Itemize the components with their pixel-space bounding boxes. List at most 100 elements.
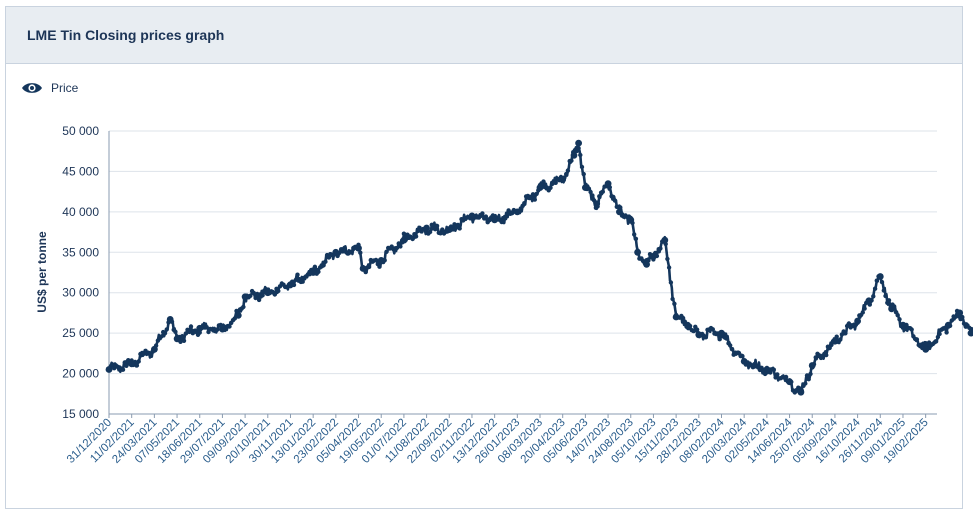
price-point[interactable]	[366, 264, 372, 270]
legend-item-price[interactable]: Price	[21, 81, 78, 95]
price-point[interactable]	[173, 329, 178, 334]
price-point[interactable]	[612, 198, 618, 203]
price-point[interactable]	[151, 345, 158, 353]
price-point[interactable]	[110, 362, 115, 367]
price-point[interactable]	[803, 381, 808, 386]
price-point[interactable]	[321, 263, 326, 268]
price-point[interactable]	[340, 249, 345, 254]
price-point[interactable]	[633, 236, 639, 241]
price-point[interactable]	[166, 316, 174, 323]
price-point[interactable]	[960, 314, 965, 320]
price-point[interactable]	[394, 245, 400, 251]
price-point[interactable]	[937, 331, 942, 337]
price-point[interactable]	[570, 151, 578, 159]
price-point[interactable]	[775, 372, 780, 377]
price-point[interactable]	[763, 366, 771, 373]
price-point[interactable]	[183, 331, 188, 336]
price-point[interactable]	[808, 371, 813, 377]
price-point[interactable]	[513, 208, 521, 216]
price-point[interactable]	[597, 194, 602, 199]
price-point[interactable]	[618, 205, 623, 210]
price-point[interactable]	[575, 139, 582, 147]
price-point[interactable]	[162, 331, 168, 336]
price-point[interactable]	[565, 168, 571, 173]
price-point[interactable]	[401, 231, 407, 236]
price-point[interactable]	[886, 298, 892, 303]
price-point[interactable]	[588, 189, 593, 195]
price-point[interactable]	[718, 329, 725, 337]
price-point[interactable]	[881, 288, 886, 293]
price-point[interactable]	[410, 236, 415, 242]
price-point[interactable]	[740, 358, 748, 365]
price-point[interactable]	[445, 226, 453, 234]
price-point[interactable]	[860, 310, 865, 315]
price-point[interactable]	[260, 293, 265, 298]
price-point[interactable]	[326, 255, 332, 260]
price-point[interactable]	[922, 345, 930, 353]
price-point[interactable]	[579, 164, 585, 170]
price-point[interactable]	[813, 355, 818, 360]
price-point[interactable]	[668, 280, 674, 285]
price-point[interactable]	[234, 312, 242, 319]
price-point[interactable]	[914, 337, 920, 342]
price-point[interactable]	[808, 362, 816, 369]
price-point[interactable]	[672, 313, 680, 321]
price-point[interactable]	[173, 335, 181, 343]
price-point[interactable]	[661, 236, 669, 244]
price-point[interactable]	[871, 294, 876, 299]
price-point[interactable]	[834, 334, 839, 339]
price-point[interactable]	[895, 313, 900, 318]
price-point[interactable]	[204, 325, 209, 330]
price-point[interactable]	[400, 236, 408, 244]
price-point[interactable]	[427, 229, 433, 235]
price-point[interactable]	[491, 216, 498, 224]
price-point[interactable]	[122, 360, 127, 365]
price-point[interactable]	[483, 214, 489, 219]
price-point[interactable]	[786, 378, 793, 386]
price-point[interactable]	[316, 269, 321, 274]
price-point[interactable]	[581, 171, 586, 177]
price-point[interactable]	[355, 244, 362, 252]
price-point[interactable]	[126, 358, 131, 363]
price-point[interactable]	[219, 325, 226, 333]
price-point[interactable]	[604, 180, 612, 188]
price-point[interactable]	[502, 214, 508, 219]
price-point[interactable]	[227, 324, 232, 329]
price-point[interactable]	[576, 146, 581, 151]
price-point[interactable]	[373, 257, 379, 263]
price-point[interactable]	[215, 327, 220, 332]
price-point[interactable]	[530, 192, 536, 197]
price-point[interactable]	[888, 305, 895, 313]
price-point[interactable]	[703, 335, 708, 340]
price-point[interactable]	[196, 324, 204, 332]
price-point[interactable]	[724, 336, 729, 341]
price-point[interactable]	[729, 347, 735, 352]
price-point[interactable]	[797, 388, 805, 396]
price-point[interactable]	[358, 250, 363, 255]
price-point[interactable]	[590, 193, 595, 198]
price-point[interactable]	[831, 337, 839, 345]
price-point[interactable]	[691, 328, 696, 334]
price-point[interactable]	[876, 273, 884, 280]
price-point[interactable]	[256, 297, 262, 303]
price-point[interactable]	[155, 338, 161, 343]
price-point[interactable]	[452, 222, 457, 227]
price-point[interactable]	[627, 216, 635, 224]
price-point[interactable]	[854, 317, 861, 325]
price-point[interactable]	[440, 227, 445, 232]
price-point[interactable]	[569, 158, 574, 163]
price-point[interactable]	[578, 152, 583, 158]
price-point[interactable]	[838, 337, 843, 342]
price-point[interactable]	[187, 329, 192, 335]
price-point[interactable]	[332, 248, 340, 256]
price-point[interactable]	[251, 290, 256, 296]
price-point[interactable]	[862, 306, 867, 311]
price-point[interactable]	[879, 279, 885, 285]
price-point[interactable]	[632, 232, 637, 237]
price-point[interactable]	[255, 291, 260, 297]
price-point[interactable]	[455, 222, 461, 228]
price-point[interactable]	[883, 293, 888, 299]
price-point[interactable]	[670, 296, 675, 302]
price-point[interactable]	[536, 184, 544, 192]
price-point[interactable]	[684, 321, 691, 329]
